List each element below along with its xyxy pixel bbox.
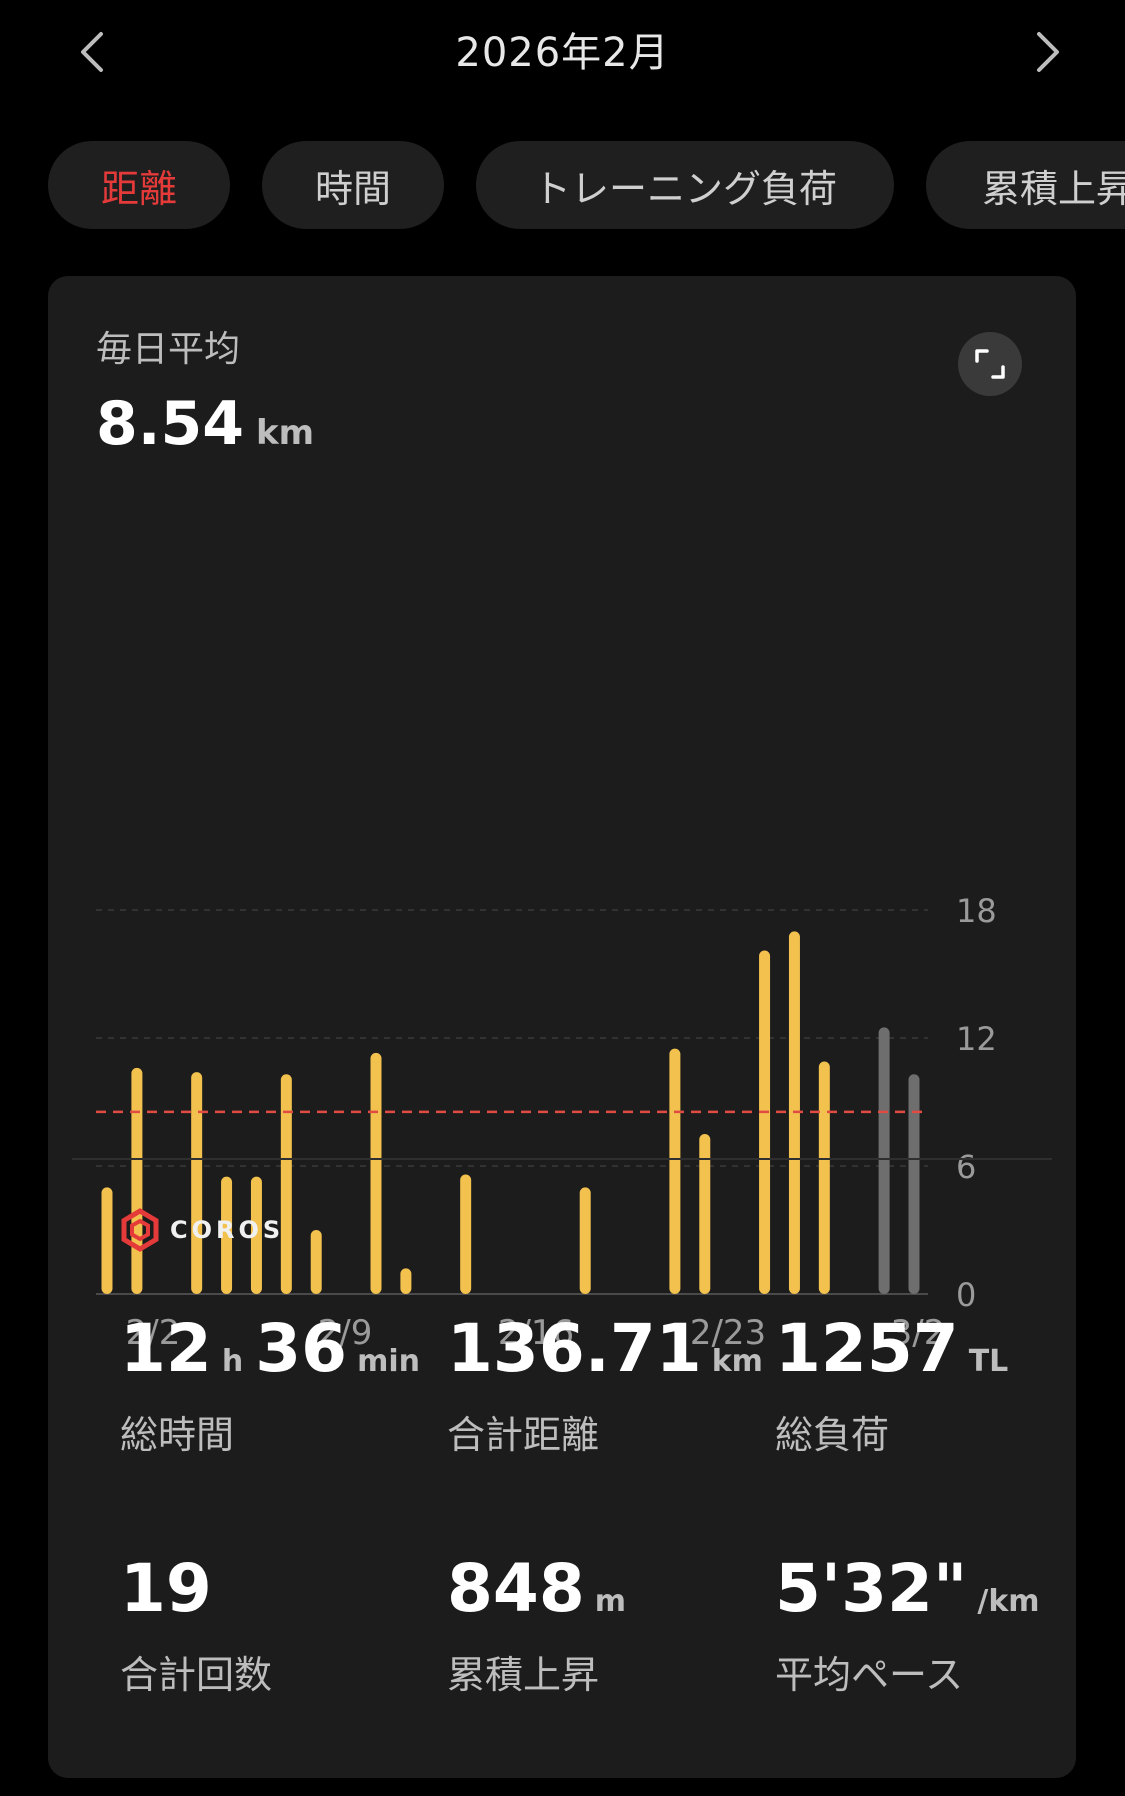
tab-elevation-gain[interactable]: 累積上昇 (926, 141, 1125, 229)
x-tick-label: 2/9 (318, 1313, 373, 1353)
y-tick-label: 0 (956, 1276, 976, 1314)
stat-number: 12 (120, 1310, 212, 1387)
x-tick-label: 2/23 (690, 1313, 766, 1353)
stat-number: 1257 (775, 1310, 959, 1387)
tab-distance[interactable]: 距離 (48, 141, 230, 229)
stat-total-load: 1257 TL 総負荷 (775, 1316, 1075, 1459)
coros-brand: COROS (118, 1208, 284, 1252)
distance-bar (400, 1268, 412, 1294)
y-tick-label: 18 (956, 892, 997, 930)
metric-tabs: 距離 時間 トレーニング負荷 累積上昇 (0, 141, 1125, 231)
month-header: 2026年2月 (0, 0, 1125, 110)
x-tick-label: 3/2 (891, 1313, 946, 1353)
tab-time[interactable]: 時間 (262, 141, 444, 229)
stat-label: 総時間 (120, 1413, 235, 1457)
coros-logo-text: COROS (170, 1216, 285, 1244)
x-tick-label: 2/2 (126, 1313, 181, 1353)
expand-chart-button[interactable] (958, 332, 1022, 396)
stat-label: 累積上昇 (447, 1653, 600, 1697)
x-tick-label: 2/16 (498, 1313, 574, 1353)
stat-total-time: 12 h 36 min 総時間 (120, 1316, 420, 1459)
tab-training-load[interactable]: トレーニング負荷 (476, 141, 894, 229)
stat-label: 合計距離 (447, 1413, 600, 1457)
future-distance-bar (908, 1074, 920, 1294)
stat-unit: m (594, 1584, 627, 1619)
stat-number: 5'32" (775, 1550, 968, 1627)
stat-average-pace: 5'32"/km 平均ペース (775, 1556, 1075, 1699)
stat-value: 12 h 36 min (120, 1316, 420, 1382)
expand-icon (975, 349, 1005, 379)
distance-bar (759, 950, 771, 1294)
month-title: 2026年2月 (455, 30, 670, 76)
stat-number: 36 (255, 1310, 348, 1387)
stat-value: 5'32"/km (775, 1556, 1075, 1622)
chevron-right-icon (1037, 32, 1059, 72)
stat-unit: TL (968, 1344, 1009, 1379)
stat-elevation-gain: 848 m 累積上昇 (447, 1556, 747, 1699)
stats-card: 毎日平均 8.54 km 0 6 12 18 2/2 2/9 2/16 2/23 3/2 CORO… (48, 276, 1076, 1778)
previous-month-button[interactable] (62, 22, 122, 82)
daily-average-value: 8.54 km (96, 394, 314, 454)
distance-bar (669, 1048, 681, 1294)
stat-unit: h (221, 1344, 244, 1379)
stat-total-distance: 136.71 km 合計距離 (447, 1316, 763, 1459)
divider (72, 1158, 1052, 1160)
distance-bar (131, 1067, 143, 1294)
stat-label: 合計回数 (120, 1653, 273, 1697)
stat-number: 848 (447, 1550, 585, 1627)
daily-average-number: 8.54 (96, 389, 245, 459)
stat-number: 136.71 (447, 1310, 702, 1387)
distance-bar (460, 1174, 472, 1294)
stat-unit: min (357, 1344, 420, 1379)
distance-bar (280, 1074, 292, 1294)
daily-average-unit: km (256, 413, 315, 453)
next-month-button[interactable] (1018, 22, 1078, 82)
distance-bar (101, 1187, 113, 1294)
daily-distance-chart: 0 6 12 18 2/2 2/9 2/16 2/23 3/2 (96, 892, 997, 1353)
stat-value: 1257 TL (775, 1316, 1075, 1382)
distance-bar (370, 1052, 382, 1294)
stat-value: 136.71 km (447, 1316, 763, 1382)
stat-number: 19 (120, 1550, 212, 1627)
stat-label: 総負荷 (775, 1413, 890, 1457)
distance-bar (310, 1230, 322, 1294)
stat-unit: /km (977, 1584, 1040, 1619)
distance-bar (579, 1187, 591, 1294)
distance-bar (699, 1134, 711, 1294)
distance-bar (191, 1072, 203, 1294)
stat-unit: km (711, 1344, 763, 1379)
distance-bar (221, 1176, 233, 1294)
distance-bar (250, 1176, 262, 1294)
stat-value: 848 m (447, 1556, 747, 1622)
coros-logo-icon (121, 1208, 159, 1252)
y-tick-label: 6 (956, 1148, 976, 1186)
y-tick-label: 12 (956, 1020, 997, 1058)
daily-average-label: 毎日平均 (96, 329, 241, 370)
distance-bar (818, 1061, 830, 1294)
stat-value: 19 (120, 1556, 420, 1622)
stat-total-count: 19 合計回数 (120, 1556, 420, 1699)
future-distance-bar (878, 1027, 890, 1294)
chevron-left-icon (81, 32, 103, 72)
stat-label: 平均ペース (775, 1653, 964, 1697)
